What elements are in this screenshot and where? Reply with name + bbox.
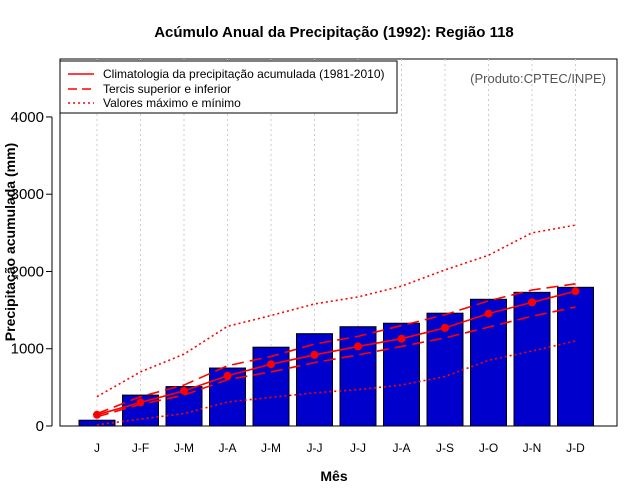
bar bbox=[426, 312, 464, 427]
y-tick-label: 4000 bbox=[11, 109, 44, 126]
bar bbox=[470, 298, 507, 427]
climatology-point bbox=[267, 360, 275, 369]
bar bbox=[557, 286, 594, 427]
x-tick-label: J bbox=[94, 441, 100, 455]
x-tick-label: J-J bbox=[307, 441, 323, 455]
series-line bbox=[96, 290, 576, 416]
x-tick-label: J-J bbox=[350, 441, 366, 455]
legend: Climatologia da precipitação acumulada (… bbox=[59, 60, 398, 114]
x-axis-label: Mês bbox=[320, 468, 347, 484]
bar bbox=[339, 326, 377, 427]
climatology-point bbox=[223, 371, 232, 380]
climatology-point bbox=[484, 309, 493, 318]
x-tick-label: J-M bbox=[261, 441, 281, 455]
x-tick-label: J-M bbox=[174, 441, 194, 455]
y-axis: 0 1000 2000 3000 4000 bbox=[11, 109, 53, 435]
climatology-point bbox=[310, 350, 319, 359]
series-line bbox=[96, 283, 576, 415]
series-lines bbox=[93, 224, 580, 426]
x-tick-label: J-D bbox=[566, 441, 585, 455]
climatology-point bbox=[180, 386, 188, 395]
bar bbox=[78, 419, 116, 427]
legend-label-climatology: Climatologia da precipitação acumulada (… bbox=[103, 67, 385, 81]
x-axis: J J-F J-M J-A J-M J-J J-J J-A J-S J-O J-N J-D bbox=[94, 441, 585, 455]
x-tick-label: J-F bbox=[132, 441, 149, 455]
plot-frame bbox=[59, 58, 618, 427]
climatology-point bbox=[528, 298, 536, 307]
y-tick-label: 1000 bbox=[11, 341, 44, 358]
legend-box bbox=[59, 60, 398, 114]
legend-label-terciles: Tercis superior e inferior bbox=[103, 82, 231, 96]
series-line bbox=[96, 224, 576, 398]
product-note: (Produto:CPTEC/INPE) bbox=[470, 71, 606, 86]
climatology-point bbox=[354, 342, 362, 351]
x-tick-label: J-A bbox=[219, 441, 237, 455]
legend-label-extremes: Valores máximo e mínimo bbox=[103, 96, 241, 110]
y-tick-label: 2000 bbox=[11, 263, 44, 280]
y-axis-label: Precipitação acumulada (mm) bbox=[2, 143, 18, 341]
bar bbox=[513, 291, 551, 427]
x-tick-label: J-O bbox=[479, 441, 498, 455]
series-line bbox=[96, 340, 576, 426]
y-tick-label: 3000 bbox=[11, 186, 44, 203]
x-tick-label: J-A bbox=[393, 441, 411, 455]
series-line bbox=[96, 306, 576, 418]
y-tick-label: 0 bbox=[36, 418, 44, 435]
chart-title: Acúmulo Anual da Precipitação (1992): Re… bbox=[154, 24, 514, 41]
climatology-point bbox=[441, 323, 449, 332]
x-tick-label: J-S bbox=[436, 441, 454, 455]
x-tick-label: J-N bbox=[523, 441, 542, 455]
climatology-point bbox=[397, 334, 406, 343]
bars bbox=[78, 286, 594, 427]
climatology-point bbox=[571, 287, 580, 296]
bar bbox=[296, 333, 333, 427]
